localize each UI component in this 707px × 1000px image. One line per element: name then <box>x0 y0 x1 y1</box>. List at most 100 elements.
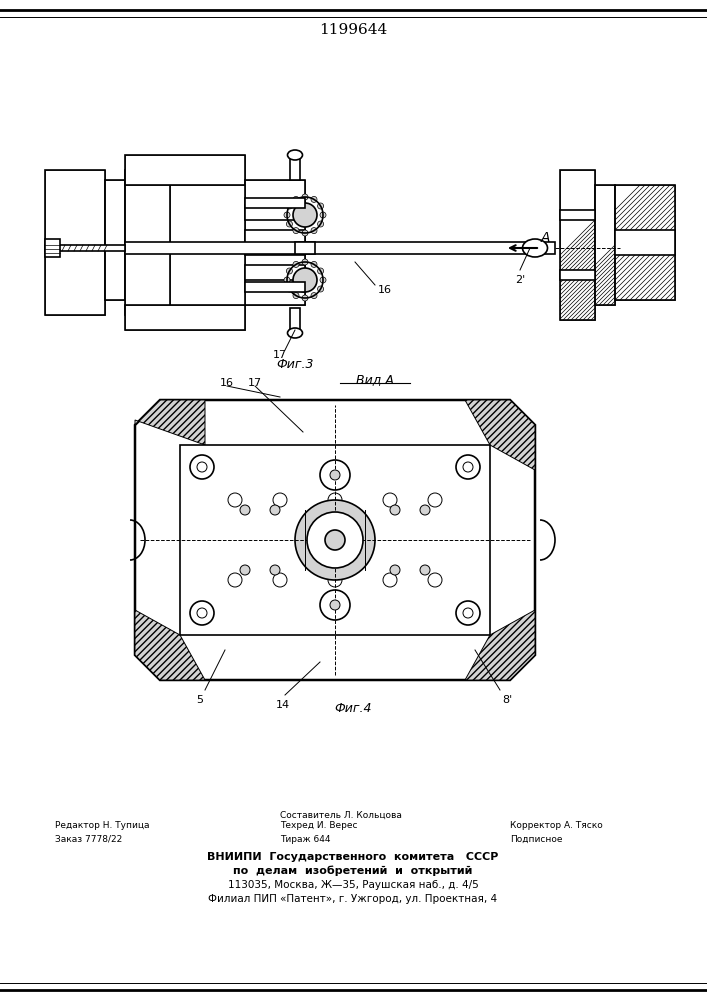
Ellipse shape <box>522 239 547 257</box>
Text: 1199644: 1199644 <box>319 23 387 37</box>
Circle shape <box>311 228 317 234</box>
Bar <box>595 185 615 305</box>
Text: 16: 16 <box>220 378 234 388</box>
Bar <box>245 180 305 305</box>
Polygon shape <box>135 400 535 680</box>
Circle shape <box>317 268 324 274</box>
Circle shape <box>286 203 293 209</box>
Bar <box>245 265 305 280</box>
Bar <box>615 185 675 300</box>
Text: Корректор А. Тяско: Корректор А. Тяско <box>510 820 603 830</box>
Circle shape <box>311 196 317 202</box>
Text: 17: 17 <box>273 350 287 360</box>
Text: Подписное: Подписное <box>510 834 563 844</box>
Circle shape <box>190 455 214 479</box>
Circle shape <box>228 493 242 507</box>
Text: 17: 17 <box>248 378 262 388</box>
Bar <box>595 185 615 305</box>
Text: 14: 14 <box>276 700 290 710</box>
Circle shape <box>240 505 250 515</box>
Text: Редактор Н. Тупица: Редактор Н. Тупица <box>55 820 149 830</box>
Bar <box>245 198 305 208</box>
Circle shape <box>293 228 299 234</box>
Polygon shape <box>465 400 535 470</box>
Circle shape <box>293 261 299 267</box>
Circle shape <box>270 505 280 515</box>
Text: Техред И. Верес: Техред И. Верес <box>280 820 358 830</box>
Bar <box>560 270 595 280</box>
Text: Заказ 7778/22: Заказ 7778/22 <box>55 834 122 844</box>
Circle shape <box>311 261 317 267</box>
Bar <box>125 170 170 315</box>
Circle shape <box>293 196 299 202</box>
Text: 113035, Москва, Ж—35, Раушская наб., д. 4/5: 113035, Москва, Ж—35, Раушская наб., д. … <box>228 880 479 890</box>
Bar <box>45 170 105 315</box>
Circle shape <box>286 221 293 227</box>
Circle shape <box>302 194 308 200</box>
Bar <box>125 155 245 185</box>
Bar <box>290 308 300 333</box>
Circle shape <box>330 600 340 610</box>
Circle shape <box>325 530 345 550</box>
Circle shape <box>456 601 480 625</box>
Circle shape <box>317 286 324 292</box>
Bar <box>125 242 555 254</box>
Circle shape <box>390 505 400 515</box>
Circle shape <box>320 277 326 283</box>
Circle shape <box>286 268 293 274</box>
Circle shape <box>295 500 375 580</box>
Circle shape <box>293 293 299 299</box>
Bar <box>245 282 305 292</box>
Circle shape <box>302 295 308 301</box>
Circle shape <box>273 493 287 507</box>
Circle shape <box>420 505 430 515</box>
Bar <box>125 155 245 185</box>
Circle shape <box>383 493 397 507</box>
Circle shape <box>228 573 242 587</box>
Bar <box>45 239 60 257</box>
Text: 2': 2' <box>515 275 525 285</box>
Circle shape <box>293 203 317 227</box>
Circle shape <box>270 565 280 575</box>
Bar <box>245 230 305 255</box>
Text: Составитель Л. Кольцова: Составитель Л. Кольцова <box>280 810 402 820</box>
Bar <box>560 210 595 220</box>
Circle shape <box>240 565 250 575</box>
Text: 5: 5 <box>197 695 204 705</box>
Bar <box>45 170 105 315</box>
Bar <box>295 242 315 254</box>
Circle shape <box>390 565 400 575</box>
Text: 8': 8' <box>502 695 513 705</box>
Bar <box>290 155 300 180</box>
Circle shape <box>302 259 308 265</box>
Circle shape <box>456 455 480 479</box>
Circle shape <box>307 512 363 568</box>
Circle shape <box>284 277 290 283</box>
Bar <box>245 205 305 220</box>
Bar <box>560 170 595 320</box>
Text: A: A <box>540 231 550 245</box>
Bar <box>615 230 675 255</box>
Circle shape <box>420 565 430 575</box>
Circle shape <box>428 493 442 507</box>
Circle shape <box>320 590 350 620</box>
Circle shape <box>328 493 342 507</box>
Circle shape <box>320 460 350 490</box>
Bar <box>105 180 125 300</box>
Circle shape <box>293 268 317 292</box>
Text: 16: 16 <box>378 285 392 295</box>
Bar <box>560 170 595 320</box>
Text: ВНИИПИ  Государственного  комитета   СССР: ВНИИПИ Государственного комитета СССР <box>207 852 498 862</box>
Circle shape <box>286 286 293 292</box>
Circle shape <box>317 221 324 227</box>
Circle shape <box>317 203 324 209</box>
Bar <box>125 305 245 330</box>
Bar <box>125 170 170 315</box>
Polygon shape <box>135 610 205 680</box>
Text: Вид A: Вид A <box>356 373 394 386</box>
Circle shape <box>284 212 290 218</box>
Circle shape <box>320 212 326 218</box>
Text: Фиг.3: Фиг.3 <box>276 359 314 371</box>
Circle shape <box>311 293 317 299</box>
Circle shape <box>190 601 214 625</box>
